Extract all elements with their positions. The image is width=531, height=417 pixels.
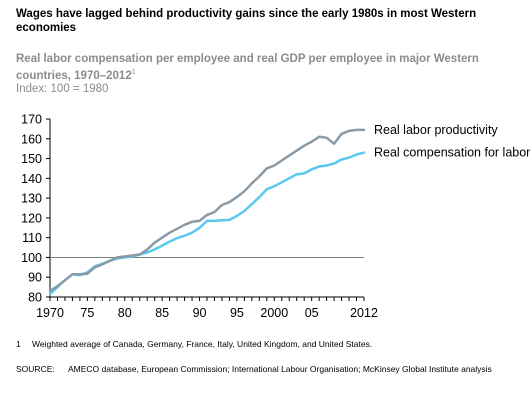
y-tick-label: 170 [21,113,42,127]
x-tick-label: 80 [118,306,132,320]
chart-subtitle: Real labor compensation per employee and… [16,52,516,83]
footnote-text: Weighted average of Canada, Germany, Fra… [32,339,373,349]
source-text: AMECO database, European Commission; Int… [68,364,492,374]
y-tick-label: 80 [28,291,42,305]
y-tick-label: 120 [21,211,42,225]
series-label-compensation: Real compensation for labor [374,146,530,160]
footnote: 1 Weighted average of Canada, Germany, Fr… [16,339,372,350]
series-labels: Real labor productivity Real compensation… [374,123,530,160]
y-tick-label: 140 [21,172,42,186]
index-note: Index: 100 = 1980 [16,83,109,95]
x-tick-label: 1970 [36,306,64,320]
x-tick-label: 90 [193,306,207,320]
series-label-productivity: Real labor productivity [374,123,498,137]
y-tick-label: 90 [28,271,42,285]
chart-subtitle-text: Real labor compensation per employee and… [16,53,479,82]
x-tick-label: 85 [155,306,169,320]
chart-axes: 80 90 100 110 120 130 140 150 160 170 1970 75 80 85 90… [21,113,378,321]
series-line-compensation [48,151,366,296]
y-tick-label: 160 [21,132,42,146]
x-tick-label: 95 [230,306,244,320]
line-chart: 80 90 100 110 120 130 140 150 160 170 1970 75 80 85 90… [21,113,530,321]
y-tick-label: 130 [21,192,42,206]
source-label: SOURCE: [16,364,55,374]
y-tick-label: 110 [22,231,42,245]
x-tick-label: 75 [80,306,94,320]
y-tick-label: 100 [21,251,42,265]
subtitle-footnote-marker: 1 [131,69,136,76]
source-note: SOURCE: AMECO database, European Commiss… [16,364,516,375]
x-tick-label: 05 [305,306,319,320]
x-tick-label: 2000 [260,306,288,320]
y-tick-label: 150 [21,152,42,166]
series-line-productivity [48,128,366,293]
footnote-number: 1 [16,339,21,349]
chart-title: Wages have lagged behind productivity ga… [16,8,477,34]
x-tick-label: 2012 [350,306,378,320]
series-group [48,128,366,296]
